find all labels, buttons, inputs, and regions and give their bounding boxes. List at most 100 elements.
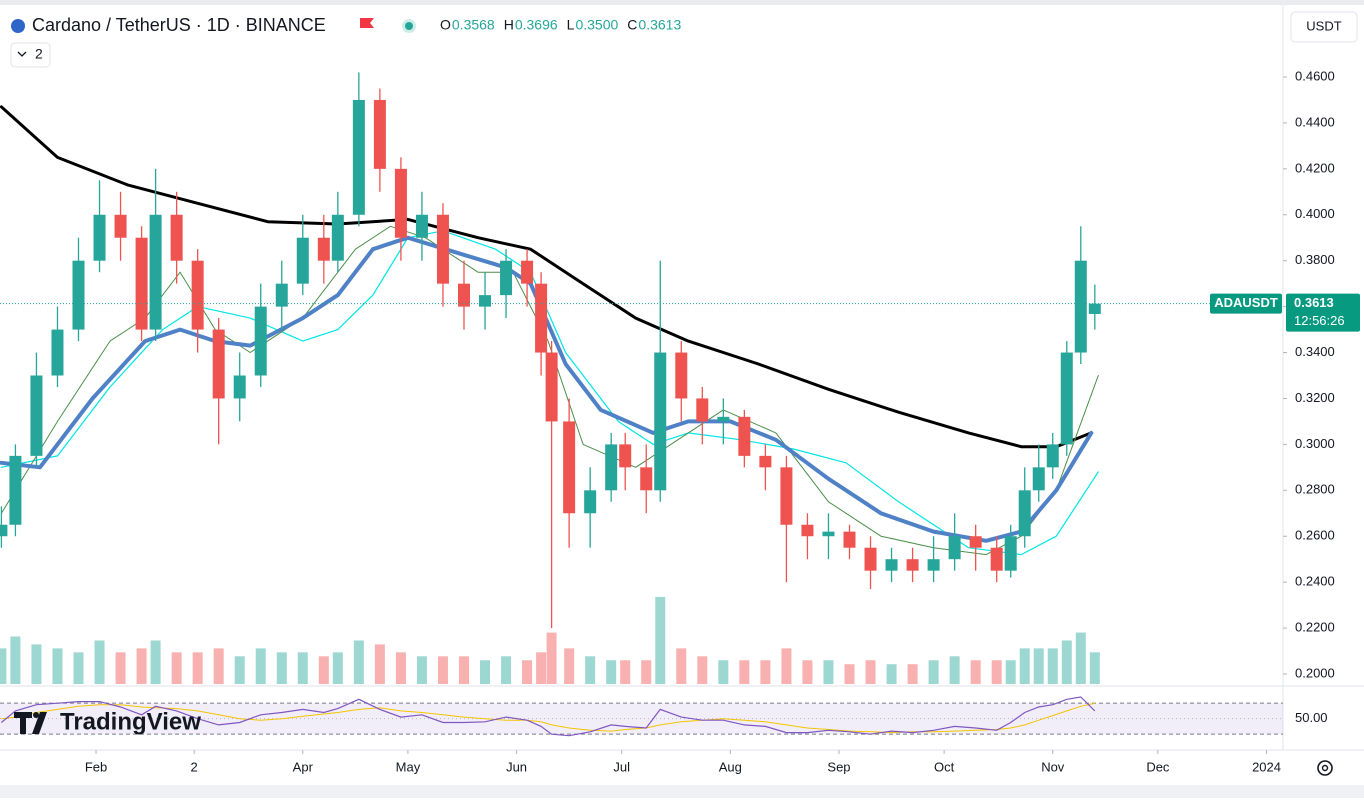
candle-body [275, 283, 288, 307]
candle-body [1018, 490, 1031, 537]
candle-body [1074, 260, 1087, 353]
candle-body [906, 559, 919, 571]
flag-icon[interactable] [360, 18, 374, 28]
y-tick-label: 0.2800 [1295, 482, 1335, 497]
y-tick-label: 0.3000 [1295, 436, 1335, 451]
volume-bar [1019, 648, 1030, 684]
ohlc-label: C [627, 17, 637, 33]
volume-bar [697, 656, 708, 684]
symbol-title[interactable]: Cardano / TetherUS · 1D · BINANCE [32, 15, 326, 35]
volume-bar [480, 660, 491, 684]
volume-bar [718, 660, 729, 684]
candle-body [640, 467, 653, 491]
coin-icon [11, 19, 25, 33]
candle-body [885, 559, 898, 571]
y-tick-label: 0.3400 [1295, 344, 1335, 359]
status-dot [405, 22, 413, 30]
volume-bar [676, 648, 687, 684]
volume-bar [585, 656, 596, 684]
candle-body [927, 559, 940, 571]
candle-body [738, 416, 751, 456]
volume-bar [171, 652, 182, 684]
candle-body [605, 444, 618, 491]
x-tick-label: Dec [1146, 759, 1170, 774]
candle-body [535, 283, 548, 353]
candle-body [619, 444, 632, 468]
x-tick-label: Jul [613, 759, 630, 774]
price-tag [1286, 293, 1360, 332]
candle-body [822, 531, 835, 537]
rsi-tick-label: 50.00 [1295, 710, 1328, 725]
volume-bar [10, 636, 21, 684]
ohlc-value: 0.3613 [638, 17, 681, 33]
candle-body [780, 467, 793, 525]
candle-body [331, 214, 344, 261]
volume-bar [1047, 648, 1058, 684]
volume-bar [73, 652, 84, 684]
candle-body [254, 306, 267, 376]
candle-body [1088, 303, 1101, 314]
indicator-toggle[interactable] [10, 42, 51, 68]
volume-bar [353, 640, 364, 684]
panes [0, 72, 1364, 737]
candle-body [545, 352, 558, 422]
candle-body [1032, 467, 1045, 491]
candle-body [717, 416, 730, 422]
candle-body [1060, 352, 1073, 445]
ohlc-value: 0.3500 [575, 17, 618, 33]
x-tick-label: 2024 [1252, 759, 1281, 774]
ohlc-label: H [504, 17, 514, 33]
volume-bar [297, 652, 308, 684]
volume-bar [416, 656, 427, 684]
candle-body [317, 237, 330, 261]
volume-bar [150, 640, 161, 684]
top-strip [0, 0, 1364, 5]
candle-body [212, 329, 225, 399]
y-tick-label: 0.3800 [1295, 252, 1335, 267]
bottom-strip [0, 785, 1364, 798]
volume-bar [886, 664, 897, 684]
symbol-tag [1210, 293, 1282, 314]
volume-bar [234, 656, 245, 684]
settings-icon[interactable] [1317, 760, 1333, 776]
volume-bar [136, 648, 147, 684]
currency-button[interactable] [1290, 11, 1358, 43]
symbol-tag-text: ADAUSDT [1214, 295, 1278, 310]
watermark-text: TradingView [60, 708, 201, 735]
candle-body [114, 214, 127, 238]
chevron [17, 51, 27, 57]
volume-bar [458, 656, 469, 684]
volume-bar [1061, 640, 1072, 684]
volume-bar [318, 656, 329, 684]
watermark: TradingView [14, 708, 201, 735]
volume-bar [865, 660, 876, 684]
volume-bar [1075, 632, 1086, 684]
volume-bar [781, 648, 792, 684]
volume-bar [546, 632, 557, 684]
candle-body [563, 421, 576, 514]
y-tick-label: 0.2400 [1295, 574, 1335, 589]
header: Cardano / TetherUS · 1D · BINANCE 2 USDT… [10, 11, 1358, 776]
settings-icon-center [1321, 764, 1329, 772]
volume-bar [620, 660, 631, 684]
y-tick-label: 0.2200 [1295, 620, 1335, 635]
y-tick-label: 0.4600 [1295, 68, 1335, 83]
candle-body [801, 524, 814, 537]
volume-bar [564, 648, 575, 684]
y-tick-label: 0.4000 [1295, 206, 1335, 221]
price-tag-value: 0.3613 [1294, 295, 1334, 310]
volume-bar [928, 660, 939, 684]
volume-bar [907, 664, 918, 684]
volume-bar [213, 648, 224, 684]
candle-body [352, 99, 365, 215]
x-tick-label: Aug [719, 759, 742, 774]
candle-body [415, 214, 428, 238]
y-tick-label: 0.2600 [1295, 528, 1335, 543]
candle-body [654, 352, 667, 491]
volume-bar [606, 660, 617, 684]
candle-body [948, 536, 961, 560]
volume-bar [501, 656, 512, 684]
y-tick-label: 0.4200 [1295, 160, 1335, 175]
volume-bar [739, 660, 750, 684]
